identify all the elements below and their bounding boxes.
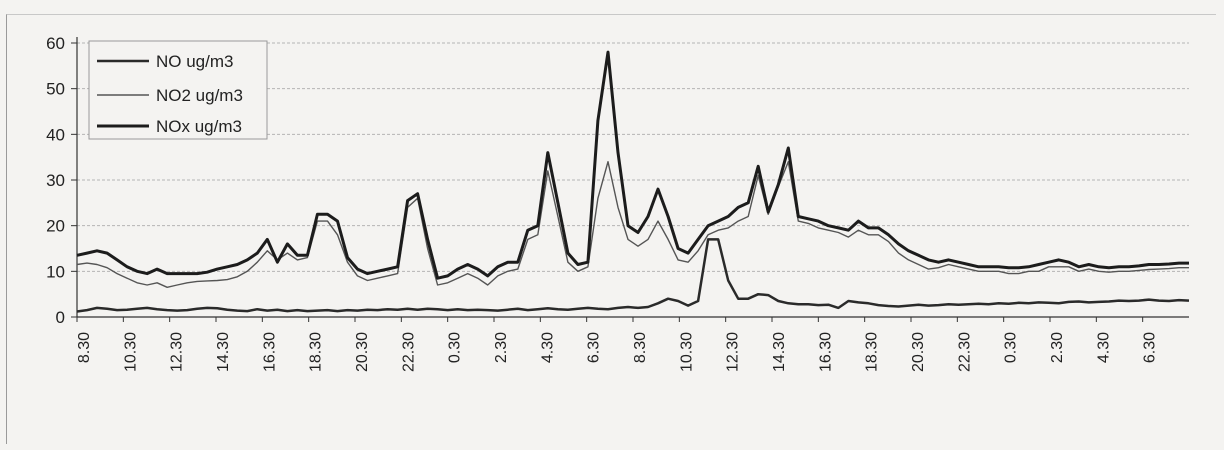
- y-tick-label: 20: [46, 217, 65, 236]
- x-tick-label: 10.30: [122, 332, 139, 372]
- x-tick-label: 18.30: [308, 332, 325, 372]
- x-tick-label: 14.30: [771, 332, 788, 372]
- x-tick-label: 8.30: [76, 332, 93, 363]
- x-tick-label: 22.30: [956, 332, 973, 372]
- legend-label-no2: NO2 ug/m3: [156, 86, 243, 105]
- y-tick-label: 40: [46, 125, 65, 144]
- x-tick-label: 18.30: [864, 332, 881, 372]
- x-tick-label: 0.30: [1003, 332, 1020, 363]
- series-line-no2: [76, 161, 1189, 288]
- legend-label-nox: NOx ug/m3: [156, 117, 242, 136]
- legend-box: [88, 40, 268, 140]
- x-tick-label: 2.30: [493, 332, 510, 363]
- y-tick-label: 60: [46, 34, 65, 53]
- y-axis: 0 10 20 30 40 50 60: [46, 34, 78, 327]
- x-tick-label: 20.30: [354, 332, 371, 372]
- y-tick-label: 30: [46, 171, 65, 190]
- x-tick-label: 20.30: [910, 332, 927, 372]
- x-tick-label: 8.30: [632, 332, 649, 363]
- x-tick-label: 6.30: [586, 332, 603, 363]
- x-tick-label: 4.30: [539, 332, 556, 363]
- y-tick-label: 10: [46, 262, 65, 281]
- x-tick-label: 0.30: [447, 332, 464, 363]
- x-tick-label: 12.30: [169, 332, 186, 372]
- x-tick-label: 22.30: [400, 332, 417, 372]
- x-axis: 8.30 10.30 12.30 14.30 16.30 18.30 20.30 22.30 0…: [76, 316, 1189, 372]
- series-line-nox: [76, 50, 1189, 280]
- series-line-no: [76, 238, 1190, 313]
- y-tick-label: 50: [46, 80, 65, 99]
- x-tick-label: 2.30: [1049, 332, 1066, 363]
- series-lines: [76, 50, 1190, 313]
- x-tick-label: 10.30: [678, 332, 695, 372]
- x-tick-label: 16.30: [817, 332, 834, 372]
- x-tick-label: 14.30: [215, 332, 232, 372]
- x-tick-label: 4.30: [1095, 332, 1112, 363]
- line-chart: 0 10 20 30 40 50 60 8.30 10.30 12.30 14.30 16.30 18…: [46, 34, 1190, 372]
- x-tick-label: 6.30: [1142, 332, 1159, 363]
- legend-label-no: NO ug/m3: [156, 52, 233, 71]
- x-tick-label: 16.30: [261, 332, 278, 372]
- chart-frame: 0 10 20 30 40 50 60 8.30 10.30 12.30 14.30 16.30 18…: [6, 14, 1216, 444]
- y-tick-label: 0: [56, 308, 65, 327]
- x-tick-label: 12.30: [725, 332, 742, 372]
- legend: NO ug/m3 NO2 ug/m3 NOx ug/m3: [88, 40, 268, 140]
